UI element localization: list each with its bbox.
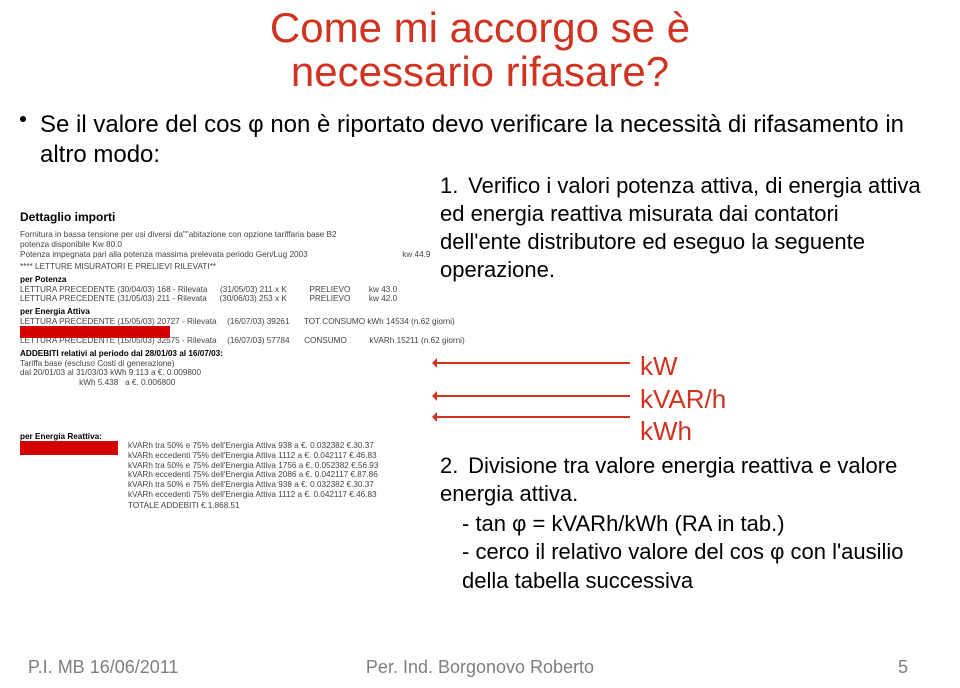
step1-block: 1. Verifico i valori potenza attiva, di …	[440, 172, 922, 285]
footer-center: Per. Ind. Borgonovo Roberto	[0, 657, 960, 678]
title-line1: Come mi accorgo se è	[270, 4, 690, 51]
bill-sec-ea: per Energia Attiva	[20, 307, 438, 317]
bill-line1: Fornitura in bassa tensione per usi dive…	[20, 230, 438, 240]
step2-number: 2.	[440, 452, 462, 480]
bill-tar: Tariffa base (escluso Costi di generazio…	[20, 359, 438, 369]
step2-line3: - cerco il relativo valore del cos φ con…	[462, 538, 922, 594]
bullet-text: Se il valore del cos φ non è riportato d…	[40, 110, 930, 170]
bill-line3: **** LETTURE MISURATORI E PRELIEVI RILEV…	[20, 262, 438, 272]
arrow-to-kvarh	[435, 395, 630, 397]
bill-heading: Dettaglio importi	[20, 210, 438, 224]
bill-ea-row1: LETTURA PRECEDENTE (15/05/03) 20727 - Ri…	[20, 317, 438, 327]
arrow-to-kwh	[435, 416, 630, 418]
redbar-1	[20, 326, 170, 338]
bill-tar-r2: kWh 5.438 a €. 0.006800	[20, 378, 438, 388]
bill-image: Dettaglio importi Fornitura in bassa ten…	[20, 210, 438, 640]
title-line2: necessario rifasare?	[291, 48, 669, 95]
bill-line2b: Potenza impegnata pari alla potenza mass…	[20, 250, 438, 260]
slide: Come mi accorgo se è necessario rifasare…	[0, 0, 960, 688]
unit-kvarh: kVAR/h	[640, 383, 726, 416]
units-block: kW kVAR/h kWh	[640, 350, 726, 448]
step2-block: 2. Divisione tra valore energia reattiva…	[440, 452, 922, 595]
slide-title: Come mi accorgo se è necessario rifasare…	[0, 6, 960, 94]
bill-sec-er: per Energia Reattiva:	[20, 432, 438, 442]
bill-addebiti: ADDEBITI relativi al periodo dal 28/01/0…	[20, 349, 438, 359]
bill-pot-row1: LETTURA PRECEDENTE (30/04/03) 168 - Rile…	[20, 285, 438, 295]
step1-number: 1.	[440, 172, 462, 200]
bill-tar-r1: dal 20/01/03 al 31/03/03 kWh 9.113 a €. …	[20, 368, 438, 378]
step2-line2: - tan φ = kVARh/kWh (RA in tab.)	[462, 510, 922, 538]
arrow-to-kw	[435, 362, 630, 364]
footer-page: 5	[898, 657, 908, 678]
bill-line2a: potenza disponibile Kw 80.0	[20, 240, 438, 250]
unit-kwh: kWh	[640, 415, 726, 448]
bullet-block: Se il valore del cos φ non è riportato d…	[22, 110, 930, 170]
bill-er-table: kVARh tra 50% e 75% dell'Energia Attiva …	[20, 441, 438, 511]
step2-text: Divisione tra valore energia reattiva e …	[440, 453, 897, 506]
unit-kw: kW	[640, 350, 726, 383]
step1-text: Verifico i valori potenza attiva, di ene…	[440, 173, 921, 282]
bill-pot-row2: LETTURA PRECEDENTE (31/05/03) 211 - Rile…	[20, 294, 438, 304]
redbar-2	[20, 441, 118, 455]
bullet-dot	[20, 116, 26, 122]
bill-sec-potenza: per Potenza	[20, 275, 438, 285]
bill-ea-blank	[20, 326, 438, 336]
